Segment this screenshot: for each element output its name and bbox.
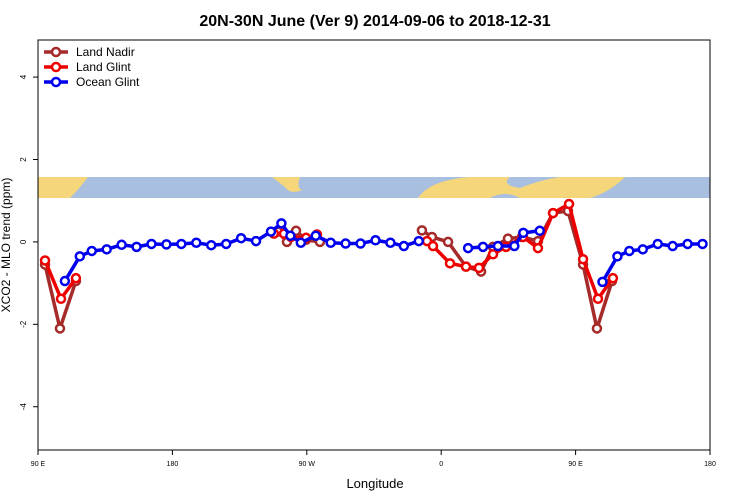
data-point [591,323,603,334]
data-point [597,276,608,288]
data-point [502,233,514,244]
chart-title: 20N-30N June (Ver 9) 2014-09-06 to 2018-… [199,13,550,30]
legend-marker [50,46,62,58]
data-point [55,293,67,305]
data-point [460,261,472,272]
x-tick-label: 0 [439,461,443,468]
data-point [250,235,262,247]
data-point [385,237,396,248]
data-point [285,230,296,241]
plot-frame [37,39,711,451]
data-point [310,230,322,241]
legend-marker [50,61,62,73]
data-point [265,226,277,237]
data-point [427,240,439,252]
data-point [487,249,499,260]
y-tick-label: -2 [19,320,28,328]
data-point [462,242,474,254]
data-point [205,239,217,251]
x-tick-label: 90 E [568,461,583,468]
x-axis-label: Longitude [346,476,403,491]
data-point [413,235,425,247]
data-point [370,235,381,246]
data-point [652,238,663,250]
y-tick-label: -4 [19,403,28,411]
data-point [444,258,456,269]
legend-label: Land Nadir [76,45,135,59]
data-point [682,238,693,250]
data-point [592,293,604,305]
data-point [116,239,127,251]
data-point [563,198,575,210]
data-point [398,240,410,252]
data-point [637,244,649,255]
series-line [43,202,615,301]
data-point [176,238,187,250]
data-point [54,323,66,334]
data-point [518,227,529,239]
data-point [295,237,307,248]
data-point [442,236,454,248]
data-point [325,237,336,248]
legend-marker [50,76,62,88]
data-point [39,255,51,266]
data-point [70,272,82,284]
data-point [276,218,287,229]
data-point [235,232,247,244]
data-point [191,237,202,248]
data-point [101,244,112,255]
x-tick-label: 180 [704,461,716,468]
data-point [509,240,520,252]
data-point [697,238,708,250]
data-point [59,275,71,287]
legend-label: Ocean Glint [76,75,140,89]
y-tick-label: 4 [19,74,28,79]
legend-label: Land Glint [76,60,131,74]
data-point [161,239,172,250]
data-point [607,272,619,284]
x-tick-label: 180 [167,461,179,468]
data-point [612,251,623,262]
series-line [43,209,614,331]
y-axis-label: XCO2 - MLO trend (ppm) [0,178,13,313]
series-line [63,221,703,283]
data-point [577,253,589,265]
map-strip [38,177,710,198]
data-point [416,225,428,236]
data-point [340,238,351,249]
y-tick-label: 0 [19,239,28,244]
data-point [624,245,635,257]
data-point [86,245,98,257]
data-point [532,242,544,254]
data-point [534,225,546,237]
data-point [473,262,485,274]
data-point [146,238,157,250]
x-tick-label: 90 E [31,461,46,468]
data-point [492,240,504,252]
data-point [355,238,366,249]
data-point [547,207,559,219]
data-point [667,240,678,252]
data-point [74,251,86,262]
x-tick-label: 90 W [299,461,316,468]
data-point [131,241,142,253]
data-point [220,238,232,250]
data-point [477,241,489,253]
y-tick-label: 2 [19,157,28,162]
